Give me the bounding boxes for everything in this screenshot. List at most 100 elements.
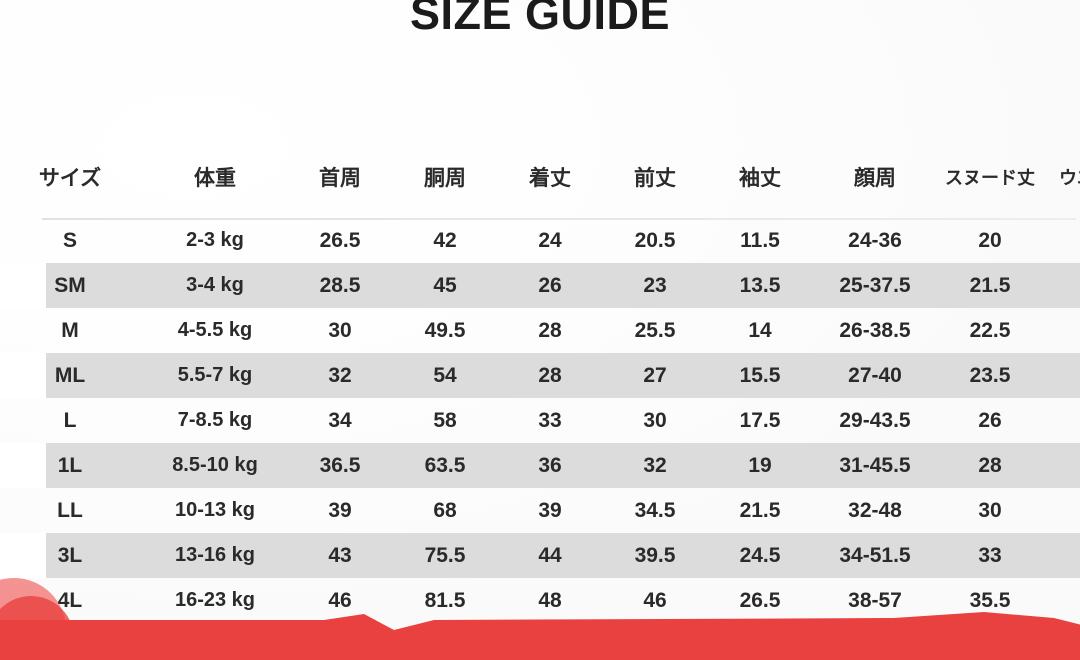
column-header-front: 前丈 [634, 167, 676, 190]
cell-body: 75.5 [390, 533, 500, 578]
column-header-neck: 首周 [319, 167, 361, 190]
cell-size: L [63, 408, 77, 432]
cell-size: 3L [0, 533, 140, 578]
cell-face: 29-43.5 [839, 408, 911, 432]
cell-face: 34-51.5 [810, 533, 940, 578]
cell-length: 48 [538, 588, 562, 612]
cell-waist: - [1040, 533, 1080, 578]
cell-sleeve: 14 [748, 318, 772, 342]
cell-front: 30 [643, 408, 667, 432]
column-header-length: 着丈 [529, 167, 571, 190]
table-row: 4L 16-23 kg 46 81.5 48 46 26.5 38-57 35.5 - [0, 578, 1080, 623]
cell-length: 39 [538, 498, 562, 522]
column-header-sleeve: 袖丈 [739, 167, 781, 190]
page-title: SIZE GUIDE [409, 0, 671, 39]
cell-weight: 2-3 kg [186, 229, 244, 251]
cell-neck: 34 [328, 408, 352, 432]
cell-size: 1L [0, 443, 140, 488]
cell-front: 46 [643, 588, 667, 612]
cell-waist: - [1040, 353, 1080, 398]
cell-neck: 43 [290, 533, 390, 578]
cell-body: 45 [390, 263, 500, 308]
cell-neck: 30 [328, 318, 352, 342]
page-title-container: SIZE GUIDE [0, 0, 1080, 40]
table-row: M 4-5.5 kg 30 49.5 28 25.5 14 26-38.5 22.5 - [0, 308, 1080, 353]
cell-weight: 7-8.5 kg [177, 409, 253, 431]
cell-body: 54 [390, 353, 500, 398]
cell-weight: 5.5-7 kg [140, 353, 290, 398]
cell-neck: 36.5 [290, 443, 390, 488]
cell-face: 27-40 [810, 353, 940, 398]
cell-front: 34.5 [634, 498, 676, 522]
cell-face: 31-45.5 [810, 443, 940, 488]
table-header: サイズ 体重 首周 胴周 着丈 前丈 袖丈 顔周 スヌード丈 ウエスト [0, 150, 1080, 218]
cell-body: 49.5 [424, 318, 466, 342]
cell-snood: 26 [978, 408, 1002, 432]
cell-front: 20.5 [634, 228, 676, 252]
cell-weight: 8.5-10 kg [140, 443, 290, 488]
cell-body: 68 [433, 498, 457, 522]
cell-weight: 13-16 kg [140, 533, 290, 578]
cell-neck: 26.5 [319, 228, 361, 252]
table-row: LL 10-13 kg 39 68 39 34.5 21.5 32-48 30 - [0, 488, 1080, 533]
column-header-waist: ウエスト [1059, 168, 1080, 188]
cell-length: 44 [500, 533, 600, 578]
cell-body: 81.5 [424, 588, 466, 612]
cell-waist: - [1040, 578, 1080, 623]
cell-sleeve: 13.5 [710, 263, 810, 308]
column-header-body: 胴周 [424, 167, 466, 190]
cell-front: 23 [600, 263, 710, 308]
cell-waist: - [1040, 398, 1080, 443]
cell-weight: 3-4 kg [140, 263, 290, 308]
cell-face: 26-38.5 [839, 318, 911, 342]
cell-snood: 30 [978, 498, 1002, 522]
cell-sleeve: 24.5 [710, 533, 810, 578]
cell-neck: 39 [328, 498, 352, 522]
column-header-size: サイズ [38, 167, 102, 190]
cell-neck: 28.5 [290, 263, 390, 308]
cell-body: 58 [433, 408, 457, 432]
cell-waist: - [1040, 443, 1080, 488]
cell-waist: - [1040, 308, 1080, 353]
table-row: S 2-3 kg 26.5 42 24 20.5 11.5 24-36 20 - [0, 218, 1080, 263]
cell-sleeve: 19 [710, 443, 810, 488]
column-header-face: 顔周 [854, 167, 896, 190]
cell-snood: 22.5 [969, 318, 1011, 342]
cell-front: 32 [600, 443, 710, 488]
cell-length: 33 [538, 408, 562, 432]
cell-sleeve: 11.5 [740, 228, 780, 252]
table-header-row: サイズ 体重 首周 胴周 着丈 前丈 袖丈 顔周 スヌード丈 ウエスト [0, 150, 1080, 218]
header-divider [42, 218, 1076, 220]
cell-sleeve: 15.5 [710, 353, 810, 398]
cell-sleeve: 17.5 [739, 408, 781, 432]
cell-snood: 23.5 [940, 353, 1040, 398]
cell-size: S [62, 228, 77, 252]
cell-sleeve: 21.5 [739, 498, 781, 522]
cell-waist: - [1040, 488, 1080, 533]
cell-face: 25-37.5 [810, 263, 940, 308]
cell-body: 63.5 [390, 443, 500, 488]
cell-neck: 46 [328, 588, 352, 612]
cell-size: M [61, 318, 79, 342]
column-header-weight: 体重 [194, 167, 236, 190]
cell-length: 28 [538, 318, 562, 342]
cell-snood: 20 [978, 228, 1002, 252]
cell-weight: 4-5.5 kg [177, 319, 253, 341]
cell-body: 42 [433, 228, 457, 252]
cell-face: 32-48 [848, 498, 902, 522]
cell-snood: 33 [940, 533, 1040, 578]
cell-length: 28 [500, 353, 600, 398]
cell-weight: 16-23 kg [174, 589, 256, 611]
cell-size: LL [57, 498, 83, 522]
cell-size: SM [0, 263, 140, 308]
cell-face: 24-36 [848, 228, 902, 252]
cell-length: 36 [500, 443, 600, 488]
cell-length: 26 [500, 263, 600, 308]
cell-length: 24 [538, 228, 562, 252]
